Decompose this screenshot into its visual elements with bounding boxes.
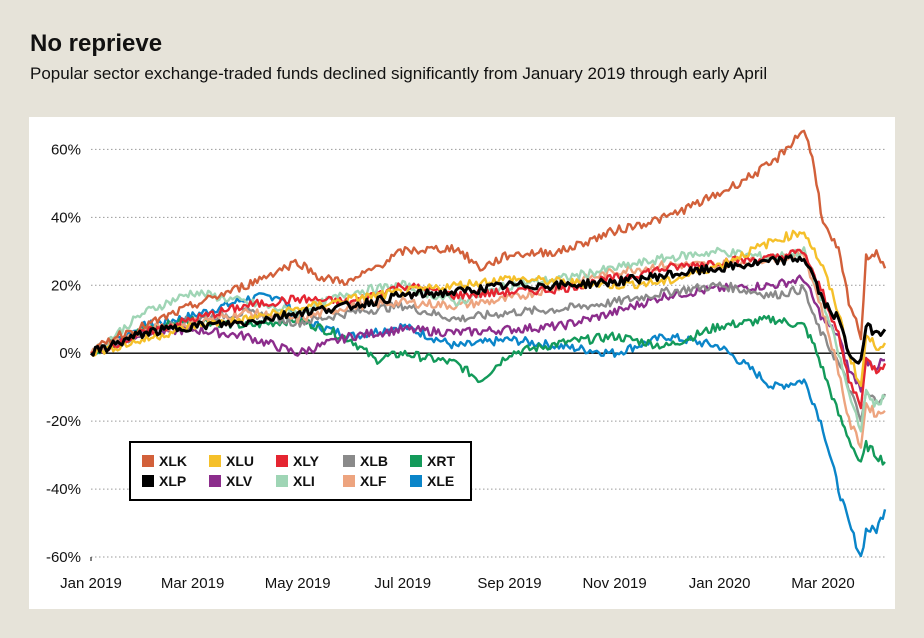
y-tick-label: -20% [46, 413, 81, 430]
legend-label-xlv: XLV [226, 473, 253, 489]
series-line-xlv [90, 274, 886, 393]
legend-swatch-xlk [142, 455, 154, 467]
chart-panel: 60% 40% 20% 0% -20% -40% -60% Jan 2019 Mar 2019… [29, 117, 895, 609]
series-line-xlk [90, 129, 887, 356]
y-tick-label: -60% [46, 549, 81, 566]
series-line-xlp [89, 254, 887, 365]
series-lines [89, 129, 887, 558]
series-line-xle [90, 292, 887, 558]
legend-swatch-xrt [410, 455, 422, 467]
chart-subtitle: Popular sector exchange-traded funds dec… [30, 64, 768, 83]
x-tick-label: Jul 2019 [374, 575, 431, 592]
legend-swatch-xlf [343, 475, 355, 487]
legend-label-xle: XLE [427, 473, 454, 489]
x-tick-label: Mar 2020 [791, 575, 854, 592]
legend-label-xrt: XRT [427, 453, 455, 469]
line-chart: 60% 40% 20% 0% -20% -40% -60% Jan 2019 Mar 2019… [46, 129, 887, 592]
legend-swatch-xlb [343, 455, 355, 467]
chart-title: No reprieve [30, 30, 163, 57]
legend-box [129, 441, 472, 501]
legend-swatch-xlp [142, 475, 154, 487]
legend-label-xly: XLY [293, 453, 320, 469]
legend-label-xlk: XLK [159, 453, 187, 469]
x-tick-label: Jan 2020 [689, 575, 751, 592]
legend-swatch-xli [276, 475, 288, 487]
y-tick-label: 60% [51, 141, 81, 158]
legend-swatch-xle [410, 475, 422, 487]
legend: XLK XLU XLY XLB XRT XLP XLV XLI XLF XLE [129, 441, 472, 501]
legend-label-xlu: XLU [226, 453, 254, 469]
legend-swatch-xlv [209, 475, 221, 487]
y-tick-label: -40% [46, 481, 81, 498]
y-tick-label: 0% [59, 345, 81, 362]
x-axis-labels: Jan 2019 Mar 2019 May 2019 Jul 2019 Sep 2019… [60, 557, 855, 592]
x-tick-label: Sep 2019 [477, 575, 541, 592]
legend-label-xlf: XLF [360, 473, 387, 489]
y-tick-label: 40% [51, 209, 81, 226]
x-tick-label: Nov 2019 [582, 575, 646, 592]
series-line-xlf [89, 249, 886, 449]
y-axis-labels: 60% 40% 20% 0% -20% -40% -60% [46, 141, 81, 566]
series-line-xlu [90, 229, 887, 388]
x-tick-label: Mar 2019 [161, 575, 224, 592]
legend-swatch-xly [276, 455, 288, 467]
x-tick-label: Jan 2019 [60, 575, 122, 592]
legend-label-xli: XLI [293, 473, 315, 489]
y-tick-label: 20% [51, 277, 81, 294]
x-tick-label: May 2019 [265, 575, 331, 592]
legend-label-xlp: XLP [159, 473, 186, 489]
legend-swatch-xlu [209, 455, 221, 467]
legend-label-xlb: XLB [360, 453, 388, 469]
